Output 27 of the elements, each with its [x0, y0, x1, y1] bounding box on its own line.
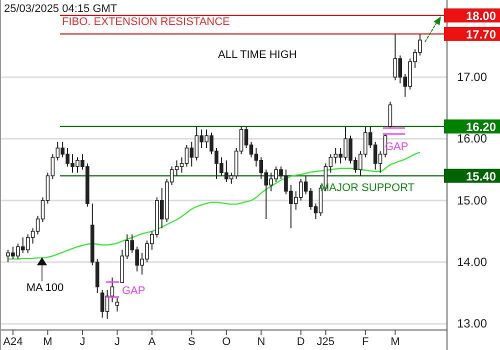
- x-tick-label: D: [296, 336, 305, 348]
- annotation: ALL TIME HIGH: [218, 49, 297, 61]
- annotation: FIBO. EXTENSION RESISTANCE: [62, 16, 230, 28]
- x-tick-label: O: [222, 336, 232, 348]
- annotation: MA 100: [26, 282, 64, 294]
- x-tick-label: A24: [3, 336, 23, 348]
- x-tick-label: J25: [316, 336, 335, 348]
- x-tick-label: S: [188, 336, 196, 348]
- y-tick-label: 15.00: [456, 193, 488, 208]
- x-tick-label: F: [362, 336, 370, 348]
- y-tick-label: 13.00: [456, 316, 488, 331]
- x-tick-label: A: [148, 336, 156, 348]
- annotation: GAP: [122, 285, 146, 297]
- ref-line-label: 17.70: [466, 27, 496, 42]
- ref-line-label: 15.40: [466, 169, 496, 184]
- x-tick-label: M: [390, 336, 400, 348]
- x-tick-label: N: [257, 336, 266, 348]
- candlestick: [388, 101, 392, 129]
- y-tick-label: 16.00: [456, 132, 488, 146]
- y-tick-label: 17.00: [456, 70, 488, 84]
- x-tick-label: M: [43, 336, 52, 348]
- x-tick-label: J: [114, 336, 120, 348]
- y-tick-label: 14.00: [456, 254, 488, 269]
- ref-line-label: 18.00: [466, 8, 496, 23]
- chart-subtitle: 25/03/2025 04:15 GMT: [4, 3, 118, 15]
- x-tick-label: J: [80, 336, 86, 348]
- ref-line-label: 16.20: [466, 120, 496, 134]
